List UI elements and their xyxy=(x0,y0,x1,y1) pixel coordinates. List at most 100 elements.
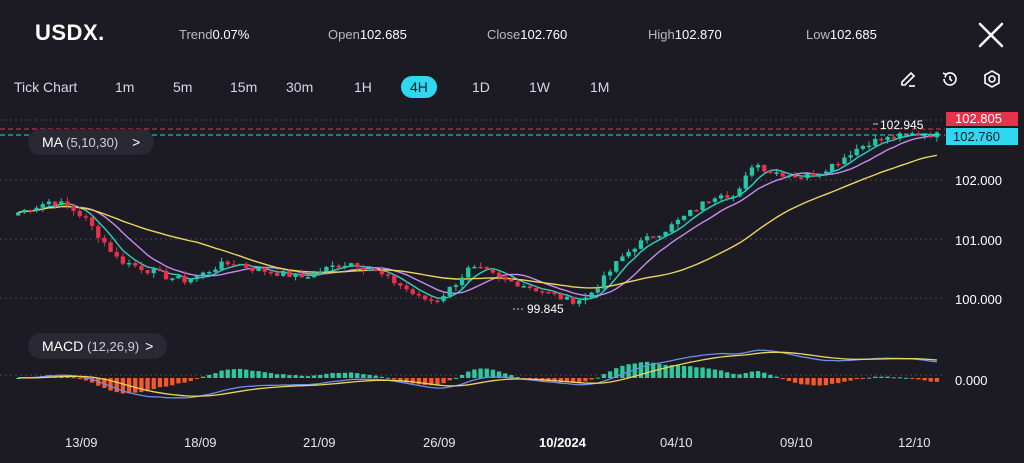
candle-body xyxy=(318,271,323,274)
candle-body xyxy=(552,292,557,295)
tf-4h[interactable]: 4H xyxy=(401,76,437,98)
macd-histogram-bar xyxy=(114,378,119,393)
tf-1mo[interactable]: 1M xyxy=(590,79,610,95)
macd-histogram-bar xyxy=(607,371,613,378)
macd-histogram-bar xyxy=(429,378,434,386)
candle-body xyxy=(52,201,58,205)
header-bar: USDX. Trend0.07% Open102.685 Close102.76… xyxy=(0,0,1024,66)
price-axis: 102.000 101.000 100.000 102.805 102.760 … xyxy=(946,111,1018,388)
settings-button[interactable] xyxy=(981,68,1003,90)
candle-body xyxy=(447,286,452,296)
candle-body xyxy=(268,271,274,274)
candle-body xyxy=(675,219,681,225)
candle-body xyxy=(663,231,668,236)
macd-histogram-bar xyxy=(595,377,600,379)
macd-histogram-bar xyxy=(657,363,662,378)
macd-histogram-bar xyxy=(817,378,822,386)
date-axis: 13/09 18/09 21/09 26/09 10/2024 04/10 09… xyxy=(65,435,931,450)
candle-body xyxy=(558,294,563,300)
macd-params: (12,26,9) xyxy=(87,339,140,354)
date-tick: 09/10 xyxy=(780,435,813,450)
candle-body xyxy=(614,261,619,272)
macd-histogram-bar xyxy=(743,373,748,378)
macd-histogram-bar xyxy=(854,378,859,380)
candle-body xyxy=(293,273,298,277)
macd-histogram-bar xyxy=(503,373,508,378)
candle-body xyxy=(688,210,693,216)
macd-histogram-bar xyxy=(570,378,576,383)
candle-body xyxy=(151,269,156,274)
macd-histogram-bar xyxy=(805,378,810,385)
candle-body xyxy=(866,145,872,148)
candle-body xyxy=(651,236,656,238)
macd-histogram-bar xyxy=(910,378,915,379)
macd-histogram-bar xyxy=(120,378,126,394)
macd-indicator-pill[interactable]: MACD (12,26,9) > xyxy=(28,333,168,359)
tf-1d[interactable]: 1D xyxy=(472,79,490,95)
macd-histogram-bar xyxy=(200,376,206,378)
candle-body xyxy=(873,138,878,146)
candle-body xyxy=(244,263,249,268)
macd-histogram-bar xyxy=(213,373,218,378)
macd-histogram-bar xyxy=(928,378,933,382)
macd-name: MACD xyxy=(42,338,84,354)
close-button[interactable] xyxy=(976,20,1006,50)
candle-body xyxy=(694,210,699,212)
tf-tick-chart[interactable]: Tick Chart xyxy=(14,79,78,95)
macd-histogram-bar xyxy=(361,374,366,378)
annotations: 102.945 99.845 xyxy=(0,118,945,316)
macd-histogram-bar xyxy=(786,378,792,381)
macd-histogram-bar xyxy=(589,378,594,380)
macd-histogram-bar xyxy=(669,365,674,378)
price-tick: 102.000 xyxy=(955,173,1002,188)
candle-body xyxy=(891,136,896,139)
candle-body xyxy=(570,296,576,304)
tf-15m[interactable]: 15m xyxy=(230,79,258,95)
history-button[interactable] xyxy=(939,68,961,90)
candle-body xyxy=(34,207,39,211)
macd-histogram-bar xyxy=(355,373,360,378)
candle-body xyxy=(725,195,730,198)
macd-histogram-bar xyxy=(207,374,212,378)
macd-histogram-bar xyxy=(373,375,378,378)
candle-body xyxy=(398,283,403,286)
date-tick-month: 10/2024 xyxy=(539,435,587,450)
tf-30m[interactable]: 30m xyxy=(286,79,314,95)
price-tick: 100.000 xyxy=(955,292,1002,307)
candle-body xyxy=(601,275,607,289)
tf-1w[interactable]: 1W xyxy=(529,79,550,95)
candle-body xyxy=(219,261,224,270)
candle-body xyxy=(355,263,360,268)
macd-histogram-bar xyxy=(262,372,267,378)
tf-1h[interactable]: 1H xyxy=(354,79,372,95)
tf-1m[interactable]: 1m xyxy=(115,79,135,95)
candle-body xyxy=(903,133,909,135)
candle-body xyxy=(731,196,736,198)
trend-value: 0.07% xyxy=(212,27,250,42)
macd-histogram-bar xyxy=(256,371,261,378)
history-icon xyxy=(942,72,957,86)
macd-histogram-bar xyxy=(638,362,644,378)
candle-body xyxy=(311,272,317,278)
macd-histogram-bar xyxy=(133,378,138,393)
candle-body xyxy=(15,212,21,216)
ma-indicator-pill[interactable]: MA (5,10,30) > xyxy=(28,129,155,155)
macd-histogram-bar xyxy=(811,378,816,386)
candle-body xyxy=(170,278,175,280)
candle-body xyxy=(114,251,119,257)
candle-body xyxy=(762,164,767,172)
date-tick: 26/09 xyxy=(423,435,456,450)
candle-body xyxy=(250,267,255,272)
candle-body xyxy=(108,242,113,252)
timeframe-bar: Tick Chart 1m 5m 15m 30m 1H 4H 1D 1W 1M xyxy=(0,75,1024,103)
macd-histogram-bar xyxy=(163,378,169,387)
macd-histogram-bar xyxy=(564,378,570,383)
candle-body xyxy=(194,275,200,279)
macd-histogram-bar xyxy=(89,378,95,383)
draw-tool-button[interactable] xyxy=(897,68,919,90)
candle-body xyxy=(281,271,286,276)
candle-body xyxy=(749,167,755,176)
tf-5m[interactable]: 5m xyxy=(173,79,193,95)
macd-histogram-bar xyxy=(225,369,230,378)
